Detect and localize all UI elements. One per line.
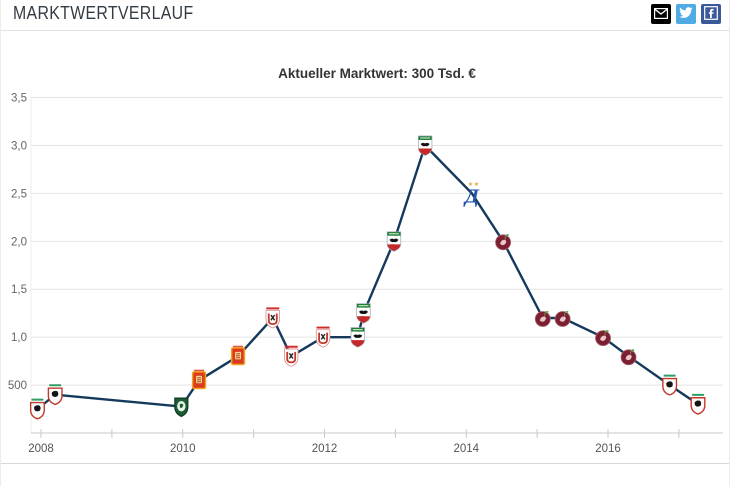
widget-header: MARKTWERTVERLAUF [1,0,729,31]
svg-text:Д: Д [463,186,480,208]
data-point-marker-club-crest-red-orange[interactable] [230,345,246,366]
share-buttons [651,4,721,24]
x-axis-label: 2016 [595,443,621,455]
data-point-marker-club-crest-white-red[interactable] [662,374,678,396]
y-axis-label: 2,5 [11,188,27,200]
y-axis-label: 500 [8,380,27,392]
data-point-marker-club-crest-green[interactable] [174,397,189,418]
facebook-share-button[interactable] [701,4,721,24]
data-point-marker-rubin-kazan-new[interactable] [495,234,512,251]
data-point-marker-rubin-kazan-new[interactable] [554,310,571,327]
data-point-marker-rubin-kazan-new[interactable] [534,310,551,327]
data-point-marker-club-crest-white-red[interactable] [690,393,706,415]
twitter-bird-icon [679,6,693,22]
data-point-marker-club-crest-horseshoe[interactable] [265,307,280,329]
data-point-marker-rubin-kazan-new[interactable] [595,330,611,347]
data-point-marker-club-crest-white-red[interactable] [29,398,45,420]
envelope-icon [653,7,669,22]
x-axis-label: 2012 [312,443,338,455]
chart-title: Aktueller Marktwert: 300 Tsd. € [278,66,476,81]
data-point-marker-club-crest-white-red[interactable] [47,384,63,406]
market-value-line [36,144,700,411]
data-point-marker-rubin-kazan-old[interactable] [417,135,433,156]
y-axis-label: 3,5 [11,93,27,105]
data-point-marker-rubin-kazan-old[interactable] [356,303,371,324]
data-point-marker-club-crest-horseshoe[interactable] [315,326,331,348]
page-title: MARKTWERTVERLAUF [13,3,194,23]
data-point-marker-rubin-kazan-old[interactable] [386,231,402,252]
y-axis-label: 1,5 [11,284,27,296]
email-share-button[interactable] [651,4,671,24]
x-axis-label: 2008 [28,443,54,455]
y-axis-label: 3,0 [11,140,27,152]
data-point-marker-club-crest-red-orange[interactable] [191,369,207,390]
data-point-marker-dynamo-moscow[interactable]: ★ ★Д [463,181,480,208]
facebook-f-icon [704,5,718,23]
x-axis-label: 2014 [453,443,479,455]
svg-text:★: ★ [468,181,473,188]
y-axis-label: 1,0 [11,332,27,344]
svg-text:★: ★ [474,181,479,188]
x-axis-label: 2010 [170,443,196,455]
data-point-marker-rubin-kazan-old[interactable] [350,327,365,348]
twitter-share-button[interactable] [676,4,696,24]
y-axis-label: 2,0 [11,236,27,248]
bottom-divider [1,463,729,464]
data-point-marker-rubin-kazan-new[interactable] [620,349,637,366]
data-point-marker-club-crest-horseshoe[interactable] [283,345,299,367]
